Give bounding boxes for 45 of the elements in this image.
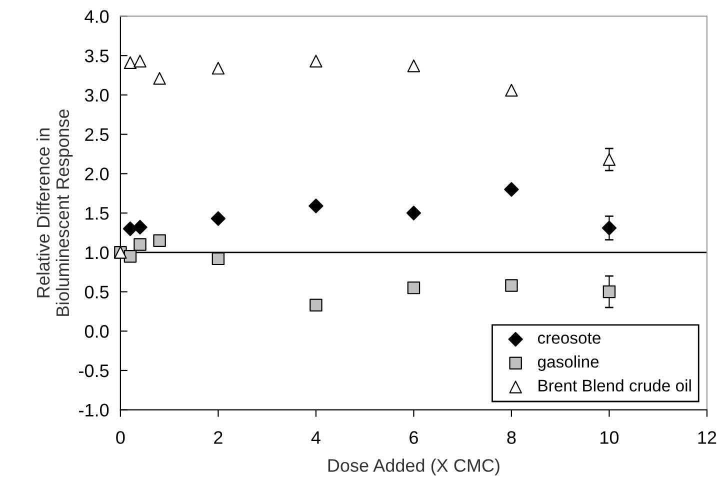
y-tick-label: 2.5	[85, 128, 109, 142]
point	[153, 234, 166, 247]
x-tick-label: 8	[507, 431, 516, 444]
y-tick-label: 1.0	[86, 246, 109, 260]
y-tick-label: 0.5	[84, 286, 109, 298]
y-tick-label: 0.0	[84, 325, 109, 338]
point	[153, 72, 166, 85]
x-tick-label: 0	[116, 431, 125, 444]
y-tick-label: 2.0	[85, 168, 109, 180]
x-tick-label: 4	[311, 431, 320, 444]
point	[602, 285, 616, 298]
x-axis-title: Dose Added (X CMC)	[328, 458, 500, 476]
point	[132, 220, 148, 235]
point	[308, 198, 324, 214]
y-tick-label: 3.0	[84, 88, 109, 102]
y-tick-label: -0.5	[79, 364, 109, 378]
point	[407, 281, 420, 294]
point	[310, 54, 322, 68]
point	[504, 182, 519, 197]
legend-label: Brent Blend crude oil	[538, 379, 691, 392]
x-tick-label: 2	[214, 431, 222, 444]
point	[505, 84, 518, 97]
point	[602, 153, 616, 166]
y-tick-label: 1.5	[86, 207, 109, 220]
point	[122, 221, 138, 236]
point	[310, 298, 322, 312]
x-tick-label: 12	[698, 431, 716, 444]
point	[210, 211, 226, 226]
legend-label: creosote	[538, 332, 600, 344]
point	[406, 206, 422, 220]
point	[124, 56, 137, 70]
point	[212, 62, 225, 75]
point	[407, 59, 420, 72]
point	[505, 279, 518, 292]
point	[134, 238, 146, 251]
x-tick-label: 10	[600, 431, 619, 444]
legend-label: gasoline	[538, 355, 599, 371]
y-tick-label: -1.0	[79, 404, 109, 417]
point	[212, 252, 225, 266]
y-tick-label: 3.5	[84, 50, 109, 62]
point	[602, 220, 617, 236]
y-tick-label: 4.0	[84, 10, 109, 23]
x-tick-label: 6	[410, 431, 418, 444]
point	[134, 54, 146, 68]
y-axis-title: Relative Difference in Bioluminescent Response	[36, 109, 73, 316]
